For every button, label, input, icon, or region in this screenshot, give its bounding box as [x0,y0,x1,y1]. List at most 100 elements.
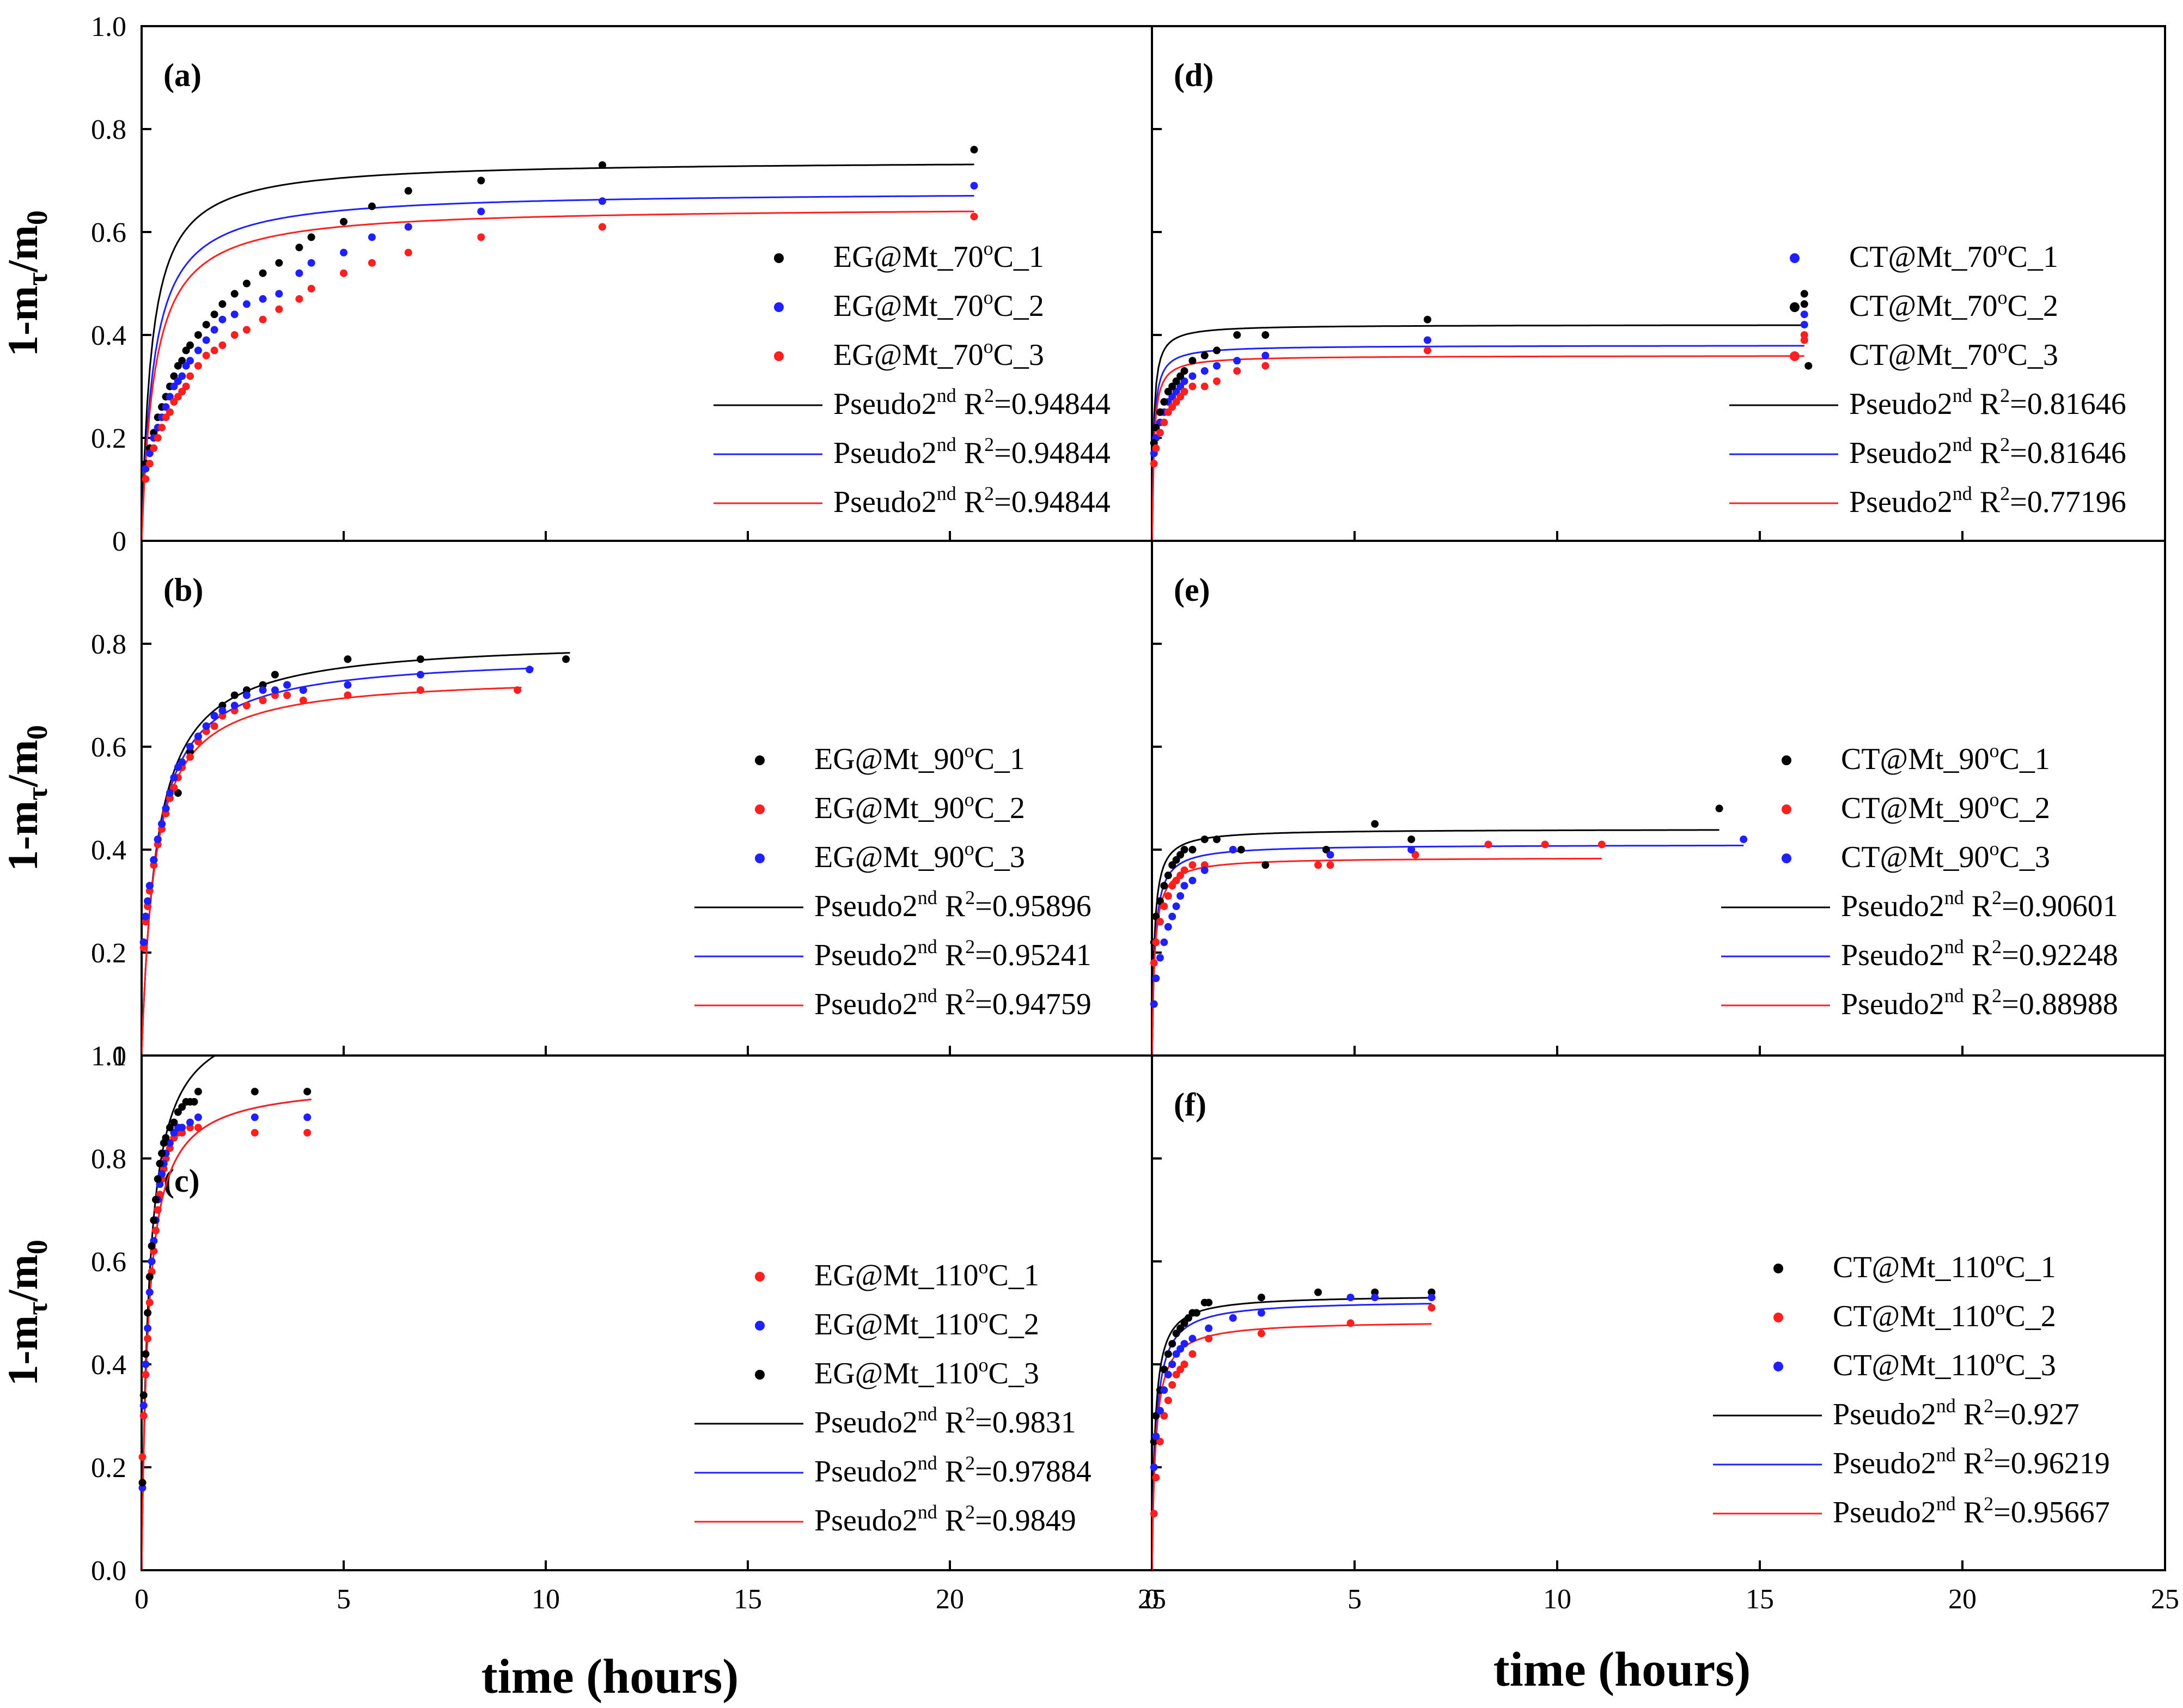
legend-marker-e-1 [1782,755,1791,765]
point-a-s2 [194,346,202,355]
point-a-s1 [242,279,251,288]
point-b-s3 [283,681,291,689]
point-d-s3 [1261,362,1270,370]
panel-label-d: (d) [1174,57,1214,93]
point-c-s3 [178,1103,186,1111]
point-e-s1 [1180,846,1188,853]
point-b-s3 [150,856,158,864]
legend-label-c-2: EG@Mt_110oC_2 [814,1305,1039,1341]
point-c-s2 [142,1361,150,1368]
legend-label-d-1: CT@Mt_70oC_1 [1849,237,2058,274]
y-tick-label-c: 0.2 [91,1453,126,1484]
fit-line-e-2 [1152,844,1744,1056]
point-a-s3 [170,398,178,406]
fit-line-b-1 [142,652,570,1056]
legend-fit-label-f-2: Pseudo2nd R2=0.96219 [1833,1444,2110,1480]
fit-line-d-2 [1152,345,1804,541]
point-b-s3 [174,763,182,771]
point-e-s1 [1213,835,1221,844]
point-f-s2 [1160,1412,1168,1420]
point-a-s1 [477,176,485,185]
point-a-s3 [145,460,154,468]
point-a-s1 [202,321,210,329]
point-e-s1 [1168,861,1176,869]
point-c-s1 [152,1227,160,1235]
point-f-s2 [1168,1381,1176,1389]
point-c-s3 [251,1088,259,1096]
legend-marker-c-2 [755,1321,765,1331]
point-c-s3 [166,1124,174,1132]
legend-label-d-3: CT@Mt_70oC_3 [1849,335,2058,372]
x-axis-title-left: time (hours) [481,1650,739,1704]
panel-f: 0 5 10 15 20 25 (f) CT@Mt_110oC_1 CT@Mt_110oC_2 C… [1145,1054,2179,1615]
point-e-s3 [1172,902,1180,910]
legend-marker-c-3 [755,1370,765,1380]
point-e-s2 [1152,938,1160,947]
point-c-s3 [154,1175,162,1183]
point-e-s2 [1150,959,1158,967]
legend-marker-d-1 [1790,253,1800,263]
point-e-s2 [1411,851,1419,859]
point-d-s2 [1152,424,1160,432]
legend-fit-label-d-3: Pseudo2nd R2=0.77196 [1849,483,2126,519]
point-e-s1 [1371,820,1379,828]
y-tick-label-c: 1.0 [91,1041,126,1072]
point-e-s2 [1541,840,1549,849]
legend-marker-f-2 [1773,1313,1783,1322]
point-d-s1 [1188,372,1197,380]
point-d-s3 [1423,346,1431,355]
point-e-s2 [1188,861,1197,869]
point-b-s3 [218,706,227,715]
point-f-s3 [1156,1407,1164,1415]
legend-marker-d-3 [1790,351,1800,361]
legend-fit-label-a-3: Pseudo2nd R2=0.94844 [833,483,1111,519]
point-f-s3 [1428,1294,1436,1302]
point-f-s2 [1205,1334,1213,1343]
y-tick-label-c: 0.6 [91,1247,126,1278]
legend-marker-b-3 [755,853,765,863]
legend-label-e-2: CT@Mt_90oC_2 [1841,789,2050,825]
point-b-s2 [417,686,424,694]
y-tick-label-c: 0.0 [91,1555,126,1587]
point-c-s2 [303,1113,312,1121]
point-f-s2 [1172,1370,1180,1378]
point-d-s3 [1180,388,1188,395]
y-tick-label-a: 0.6 [91,217,126,248]
point-a-s2 [174,377,182,385]
legend-label-a-1: EG@Mt_70oC_1 [833,237,1044,274]
point-b-s2 [344,691,352,699]
point-b-s1 [344,655,352,663]
point-a-s3 [186,372,194,380]
legend-fit-label-c-2: Pseudo2nd R2=0.97884 [814,1452,1092,1489]
point-d-s3 [1200,382,1209,391]
legend-marker-b-1 [755,755,765,765]
point-b-s3 [166,789,174,797]
point-f-s3 [1152,1432,1160,1441]
point-b-s1 [562,655,570,663]
point-c-s3 [139,1391,148,1399]
point-d-s1 [1200,367,1209,375]
point-a-s2 [166,393,174,401]
panel-label-a: (a) [163,57,202,93]
point-c-s2 [148,1258,156,1265]
legend-label-c-3: EG@Mt_110oC_3 [814,1354,1039,1390]
legend-fit-label-f-3: Pseudo2nd R2=0.95667 [1833,1493,2110,1529]
point-b-s3 [142,912,150,920]
point-d-s2 [1160,398,1168,406]
x-tick-label-f: 10 [1543,1584,1571,1615]
point-e-s1 [1322,846,1330,853]
legend-label-f-1: CT@Mt_110oC_1 [1833,1248,2056,1284]
point-a-s3 [970,212,978,221]
point-d-s3 [1168,403,1176,411]
legend-marker-c-1 [755,1272,765,1282]
panel-label-f: (f) [1174,1087,1206,1123]
point-d-s2 [1804,362,1813,370]
point-d-s3 [1233,367,1241,375]
fit-line-a-2 [142,194,974,541]
point-b-s3 [417,670,424,679]
legend-label-a-3: EG@Mt_70oC_3 [833,335,1044,372]
point-f-s1 [1180,1319,1188,1327]
point-c-s2 [251,1113,259,1121]
point-f-s1 [1172,1329,1180,1338]
